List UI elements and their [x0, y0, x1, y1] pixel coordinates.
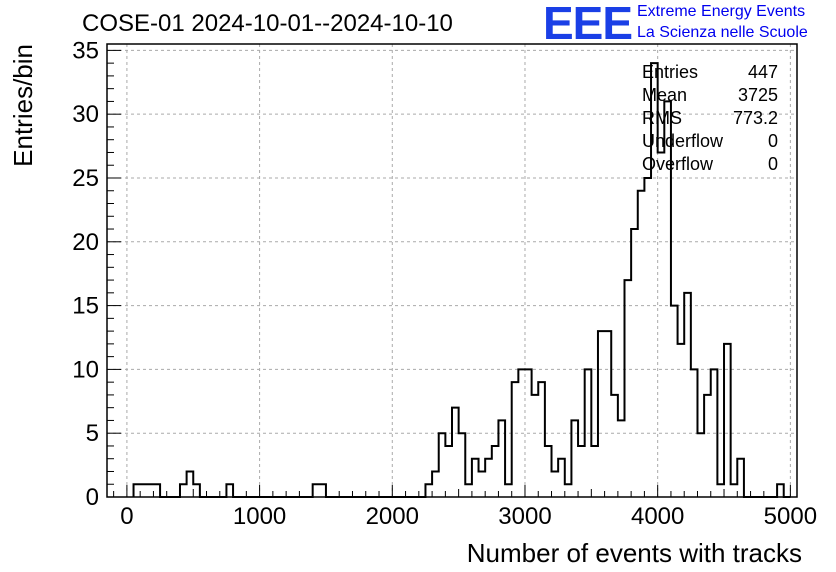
stat-label: Overflow	[642, 154, 714, 174]
y-tick-label: 35	[72, 37, 99, 64]
stat-value: 447	[748, 62, 778, 82]
x-tick-label: 4000	[631, 503, 684, 530]
stat-value: 0	[768, 131, 778, 151]
chart-title: COSE-01 2024-10-01--2024-10-10	[82, 10, 453, 37]
y-tick-label: 30	[72, 101, 99, 128]
x-axis-label: Number of events with tracks	[467, 538, 802, 568]
y-tick-label: 0	[86, 484, 99, 511]
y-axis: 0 5 10 15 20 25 30 35	[72, 37, 121, 511]
plot-frame	[106, 43, 798, 498]
y-axis-label: Entries/bin	[8, 44, 38, 167]
x-tick-label: 2000	[366, 503, 419, 530]
histogram-outline	[132, 62, 791, 498]
x-tick-label: 3000	[498, 503, 551, 530]
eee-logo: EEE	[543, 0, 633, 49]
stats-box: Entries 447 Mean 3725 RMS 773.2 Underflow 0 Over…	[642, 62, 778, 174]
stat-label: Entries	[642, 62, 698, 82]
x-tick-label: 0	[120, 503, 133, 530]
x-tick-label: 5000	[764, 503, 817, 530]
y-tick-label: 10	[72, 356, 99, 383]
stat-label: RMS	[642, 108, 682, 128]
y-tick-label: 20	[72, 229, 99, 256]
stat-label: Underflow	[642, 131, 724, 151]
stat-value: 773.2	[733, 108, 778, 128]
logo-line-1: Extreme Energy Events	[637, 3, 806, 20]
stat-value: 3725	[738, 85, 778, 105]
x-axis: 0 1000 2000 3000 4000 5000	[113, 485, 817, 530]
y-tick-label: 15	[72, 293, 99, 320]
x-tick-label: 1000	[233, 503, 286, 530]
y-tick-label: 5	[86, 420, 99, 447]
stat-value: 0	[768, 154, 778, 174]
stat-label: Mean	[642, 85, 687, 105]
y-tick-label: 25	[72, 165, 99, 192]
logo-line-2: La Scienza nelle Scuole	[637, 24, 808, 41]
